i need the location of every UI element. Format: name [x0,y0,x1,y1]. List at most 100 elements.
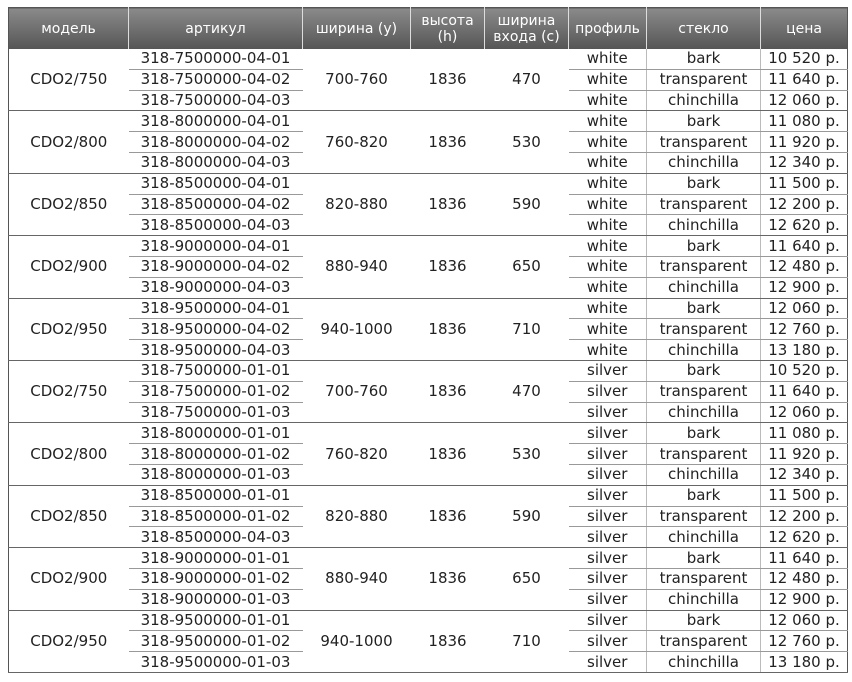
profile-cell: white [568,214,647,237]
article-cell: 318-7500000-01-02 [128,381,303,403]
table-row: CDO2/800 318-8000000-04-01 760-820 1836 530 w… [8,110,848,174]
header-row: модель артикул ширина (y) высота (h) ширина … [8,7,848,49]
price-cell: 11 080 р. [760,422,848,445]
entry-cell: 530 [484,110,569,174]
header-cell: цена [760,7,848,49]
height-cell: 1836 [410,298,485,361]
price-cell: 12 760 р. [760,318,848,341]
table-row: CDO2/800 318-8000000-01-01 760-820 1836 530 s… [8,422,848,486]
entry-cell: 650 [484,235,569,299]
glass-cell: bark [646,110,761,133]
height-cell: 1836 [410,49,485,112]
table-row: 318-9500000-04-03 white chinchilla 13 180 р… [9,339,848,361]
price-cell: 13 180 р. [760,651,848,673]
price-cell: 11 500 р. [760,173,848,195]
table-row: 318-8500000-04-03 silver chinchilla 12 620 … [9,526,848,549]
model-cell: CDO2/800 [8,422,129,486]
profile-cell: silver [568,381,647,403]
price-cell: 12 900 р. [760,277,848,299]
profile-cell: silver [568,547,647,569]
height-cell: 1836 [410,235,485,299]
price-cell: 12 200 р. [760,506,848,528]
glass-cell: chinchilla [646,402,761,424]
price-cell: 13 180 р. [760,339,848,361]
table-row: CDO2/900 318-9000000-04-01 880-940 1836 650 w… [8,235,848,299]
entry-cell: 590 [484,173,569,237]
glass-cell: transparent [646,318,761,341]
table-row: 318-9000000-01-03 silver chinchilla 12 900 … [9,589,848,611]
model-cell: CDO2/850 [8,173,129,237]
price-cell: 11 640 р. [760,381,848,403]
table-row: 318-9500000-04-02 white transparent 12 760 … [9,318,848,341]
glass-cell: bark [646,235,761,257]
glass-cell: transparent [646,131,761,153]
price-cell: 11 080 р. [760,110,848,133]
glass-cell: transparent [646,69,761,91]
table-row: CDO2/900 318-9000000-01-01 880-940 1836 650 s… [8,547,848,611]
profile-cell: silver [568,485,647,507]
glass-cell: chinchilla [646,152,761,174]
profile-cell: silver [568,443,647,465]
profile-cell: silver [568,464,647,486]
height-cell: 1836 [410,610,485,673]
article-cell: 318-9500000-04-03 [128,339,303,361]
glass-cell: chinchilla [646,589,761,611]
glass-cell: bark [646,49,761,70]
model-cell: CDO2/950 [8,610,129,673]
table-body: CDO2/750 318-7500000-04-01 700-760 1836 470 w… [8,49,848,673]
width-cell: 700-760 [302,360,411,424]
profile-cell: white [568,173,647,195]
glass-cell: bark [646,173,761,195]
article-cell: 318-7500000-04-03 [128,90,303,112]
article-cell: 318-9500000-04-02 [128,318,303,341]
article-cell: 318-8500000-04-03 [128,214,303,237]
glass-cell: chinchilla [646,214,761,237]
header-cell: профиль [568,7,647,49]
table-row: CDO2/850 318-8500000-01-01 820-880 1836 590 s… [8,485,848,549]
article-cell: 318-8000000-04-01 [128,110,303,133]
table-row: 318-7500000-01-03 silver chinchilla 12 060 … [9,402,848,424]
price-cell: 11 500 р. [760,485,848,507]
article-cell: 318-7500000-04-01 [128,49,303,70]
article-cell: 318-9500000-01-03 [128,651,303,673]
price-cell: 11 640 р. [760,235,848,257]
model-cell: CDO2/900 [8,547,129,611]
profile-cell: silver [568,610,647,632]
table-row: CDO2/750 318-7500000-01-01 700-760 1836 470 s… [8,360,848,424]
width-cell: 880-940 [302,235,411,299]
table-row: 318-9500000-01-02 silver transparent 12 760… [9,630,848,653]
price-cell: 11 920 р. [760,131,848,153]
glass-cell: chinchilla [646,464,761,486]
table-row: CDO2/950 318-9500000-04-01 940-1000 1836 710… [8,298,848,361]
profile-cell: white [568,152,647,174]
width-cell: 820-880 [302,173,411,237]
glass-cell: transparent [646,568,761,590]
width-cell: 820-880 [302,485,411,549]
table-row: 318-8500000-01-02 silver transparent 12 200… [9,506,848,528]
profile-cell: white [568,277,647,299]
header-cell: ширина (y) [302,7,411,49]
article-cell: 318-9000000-01-03 [128,589,303,611]
price-cell: 12 620 р. [760,526,848,549]
model-cell: CDO2/900 [8,235,129,299]
profile-cell: white [568,49,647,70]
glass-cell: chinchilla [646,526,761,549]
entry-cell: 710 [484,298,569,361]
price-cell: 11 640 р. [760,547,848,569]
article-cell: 318-8000000-04-02 [128,131,303,153]
entry-cell: 470 [484,49,569,112]
table-row: 318-9500000-01-03 silver chinchilla 13 180 … [9,651,848,673]
glass-cell: chinchilla [646,277,761,299]
price-table: модель артикул ширина (y) высота (h) ширина … [8,7,848,673]
glass-cell: bark [646,298,761,320]
article-cell: 318-8000000-01-03 [128,464,303,486]
price-cell: 10 520 р. [760,49,848,70]
article-cell: 318-8500000-04-01 [128,173,303,195]
model-cell: CDO2/800 [8,110,129,174]
article-cell: 318-9000000-04-01 [128,235,303,257]
article-cell: 318-9000000-01-01 [128,547,303,569]
table-row: CDO2/750 318-7500000-04-01 700-760 1836 470 w… [8,49,848,112]
article-cell: 318-8500000-01-02 [128,506,303,528]
model-cell: CDO2/750 [8,49,129,112]
